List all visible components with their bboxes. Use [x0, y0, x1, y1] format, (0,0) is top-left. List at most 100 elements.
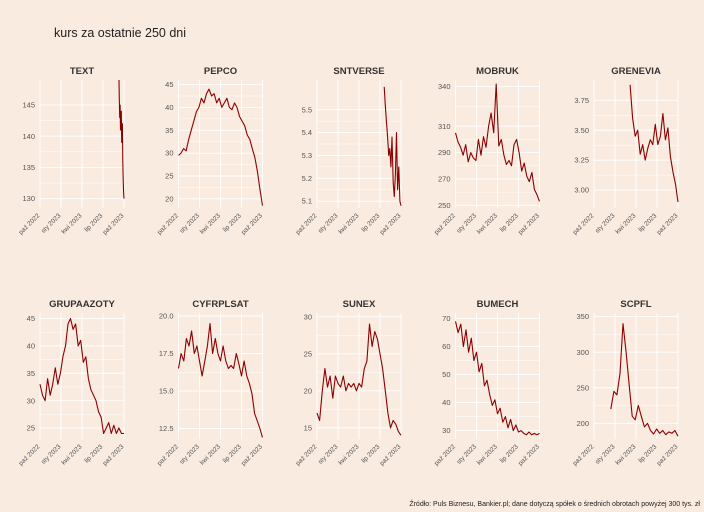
x-tick-label: kwi 2023: [337, 212, 360, 235]
x-tick-label: paź 2022: [572, 212, 596, 236]
panel-title: SUNEX: [343, 299, 376, 310]
x-tick-label: kwi 2023: [614, 212, 637, 235]
y-tick-label: 25: [27, 424, 35, 433]
y-tick-label: 270: [438, 175, 451, 184]
y-tick-label: 145: [22, 101, 35, 110]
y-tick-label: 25: [165, 172, 173, 181]
x-tick-label: paź 2022: [18, 212, 42, 236]
panel-title: MOBRUK: [476, 66, 519, 77]
y-tick-label: 70: [442, 314, 450, 323]
x-tick-label: sty 2023: [40, 212, 63, 235]
x-tick-label: paź 2023: [656, 443, 680, 467]
price-line: [629, 84, 679, 203]
price-line: [454, 83, 541, 202]
panel-title: GRENEVIA: [611, 66, 661, 77]
x-tick-label: sty 2023: [179, 212, 202, 235]
y-tick-label: 290: [438, 148, 451, 157]
y-tick-label: 350: [576, 312, 589, 321]
y-tick-label: 130: [22, 194, 35, 203]
x-tick-label: paź 2023: [379, 443, 403, 467]
panel-title: CYFRPLSAT: [192, 299, 248, 310]
price-line: [178, 88, 264, 206]
x-tick-label: paź 2022: [295, 212, 319, 236]
x-tick-label: paź 2023: [656, 212, 680, 236]
y-tick-label: 310: [438, 122, 451, 131]
price-line: [177, 322, 264, 438]
y-tick-label: 25: [304, 349, 312, 358]
y-tick-label: 30: [442, 426, 450, 435]
x-tick-label: paź 2023: [379, 212, 403, 236]
y-tick-label: 140: [22, 132, 35, 141]
x-tick-label: kwi 2023: [476, 443, 499, 466]
panel-title: GRUPAAZOTY: [49, 299, 115, 310]
x-tick-label: paź 2023: [517, 443, 541, 467]
y-tick-label: 20: [165, 194, 173, 203]
x-tick-label: kwi 2023: [60, 212, 83, 235]
y-tick-label: 250: [438, 201, 451, 210]
y-tick-label: 40: [442, 398, 450, 407]
y-tick-label: 35: [165, 126, 173, 135]
y-tick-label: 40: [27, 341, 35, 350]
y-tick-label: 15: [304, 423, 312, 432]
y-tick-label: 17.5: [159, 349, 174, 358]
price-line: [383, 86, 402, 206]
y-tick-label: 15.0: [159, 387, 174, 396]
y-tick-label: 300: [576, 348, 589, 357]
y-tick-label: 35: [27, 369, 35, 378]
y-tick-label: 20: [304, 386, 312, 395]
x-tick-label: paź 2023: [240, 443, 264, 467]
x-tick-label: sty 2023: [179, 443, 202, 466]
x-tick-label: paź 2023: [240, 212, 264, 236]
x-tick-label: paź 2022: [18, 443, 42, 467]
x-tick-label: kwi 2023: [199, 443, 222, 466]
x-tick-label: sty 2023: [456, 443, 479, 466]
y-tick-label: 340: [438, 82, 451, 91]
x-tick-label: paź 2022: [433, 443, 457, 467]
x-tick-label: paź 2023: [517, 212, 541, 236]
y-tick-label: 3.00: [574, 186, 589, 195]
y-tick-label: 5.4: [302, 128, 312, 137]
y-tick-label: 5.2: [302, 174, 312, 183]
y-tick-label: 30: [165, 149, 173, 158]
y-tick-label: 3.25: [574, 156, 589, 165]
x-tick-label: kwi 2023: [60, 443, 83, 466]
x-tick-label: kwi 2023: [614, 443, 637, 466]
panel-title: SCPFL: [620, 299, 651, 310]
x-tick-label: kwi 2023: [337, 443, 360, 466]
price-line: [316, 323, 402, 436]
y-tick-label: 45: [165, 80, 173, 89]
x-tick-label: kwi 2023: [476, 212, 499, 235]
source-note: Źródło: Puls Biznesu, Bankier.pl; dane d…: [409, 501, 700, 508]
price-line: [454, 321, 540, 436]
y-tick-label: 20.0: [159, 312, 174, 321]
x-tick-label: paź 2023: [102, 443, 126, 467]
y-tick-label: 200: [576, 419, 589, 428]
x-tick-label: paź 2022: [295, 443, 319, 467]
y-tick-label: 30: [27, 396, 35, 405]
price-line: [610, 323, 679, 437]
x-tick-label: paź 2023: [102, 212, 126, 236]
panel-title: BUMECH: [477, 299, 519, 310]
y-tick-label: 3.50: [574, 126, 589, 135]
x-tick-label: sty 2023: [40, 443, 63, 466]
y-tick-label: 250: [576, 383, 589, 392]
price-line: [118, 79, 125, 199]
y-tick-label: 50: [442, 370, 450, 379]
price-line: [39, 317, 124, 435]
y-tick-label: 135: [22, 163, 35, 172]
x-tick-label: paź 2022: [156, 212, 180, 236]
x-tick-label: kwi 2023: [199, 212, 222, 235]
x-tick-label: sty 2023: [456, 212, 479, 235]
x-tick-label: sty 2023: [594, 212, 617, 235]
y-tick-label: 5.1: [302, 197, 312, 206]
y-tick-label: 12.5: [159, 424, 174, 433]
y-tick-label: 5.3: [302, 151, 312, 160]
